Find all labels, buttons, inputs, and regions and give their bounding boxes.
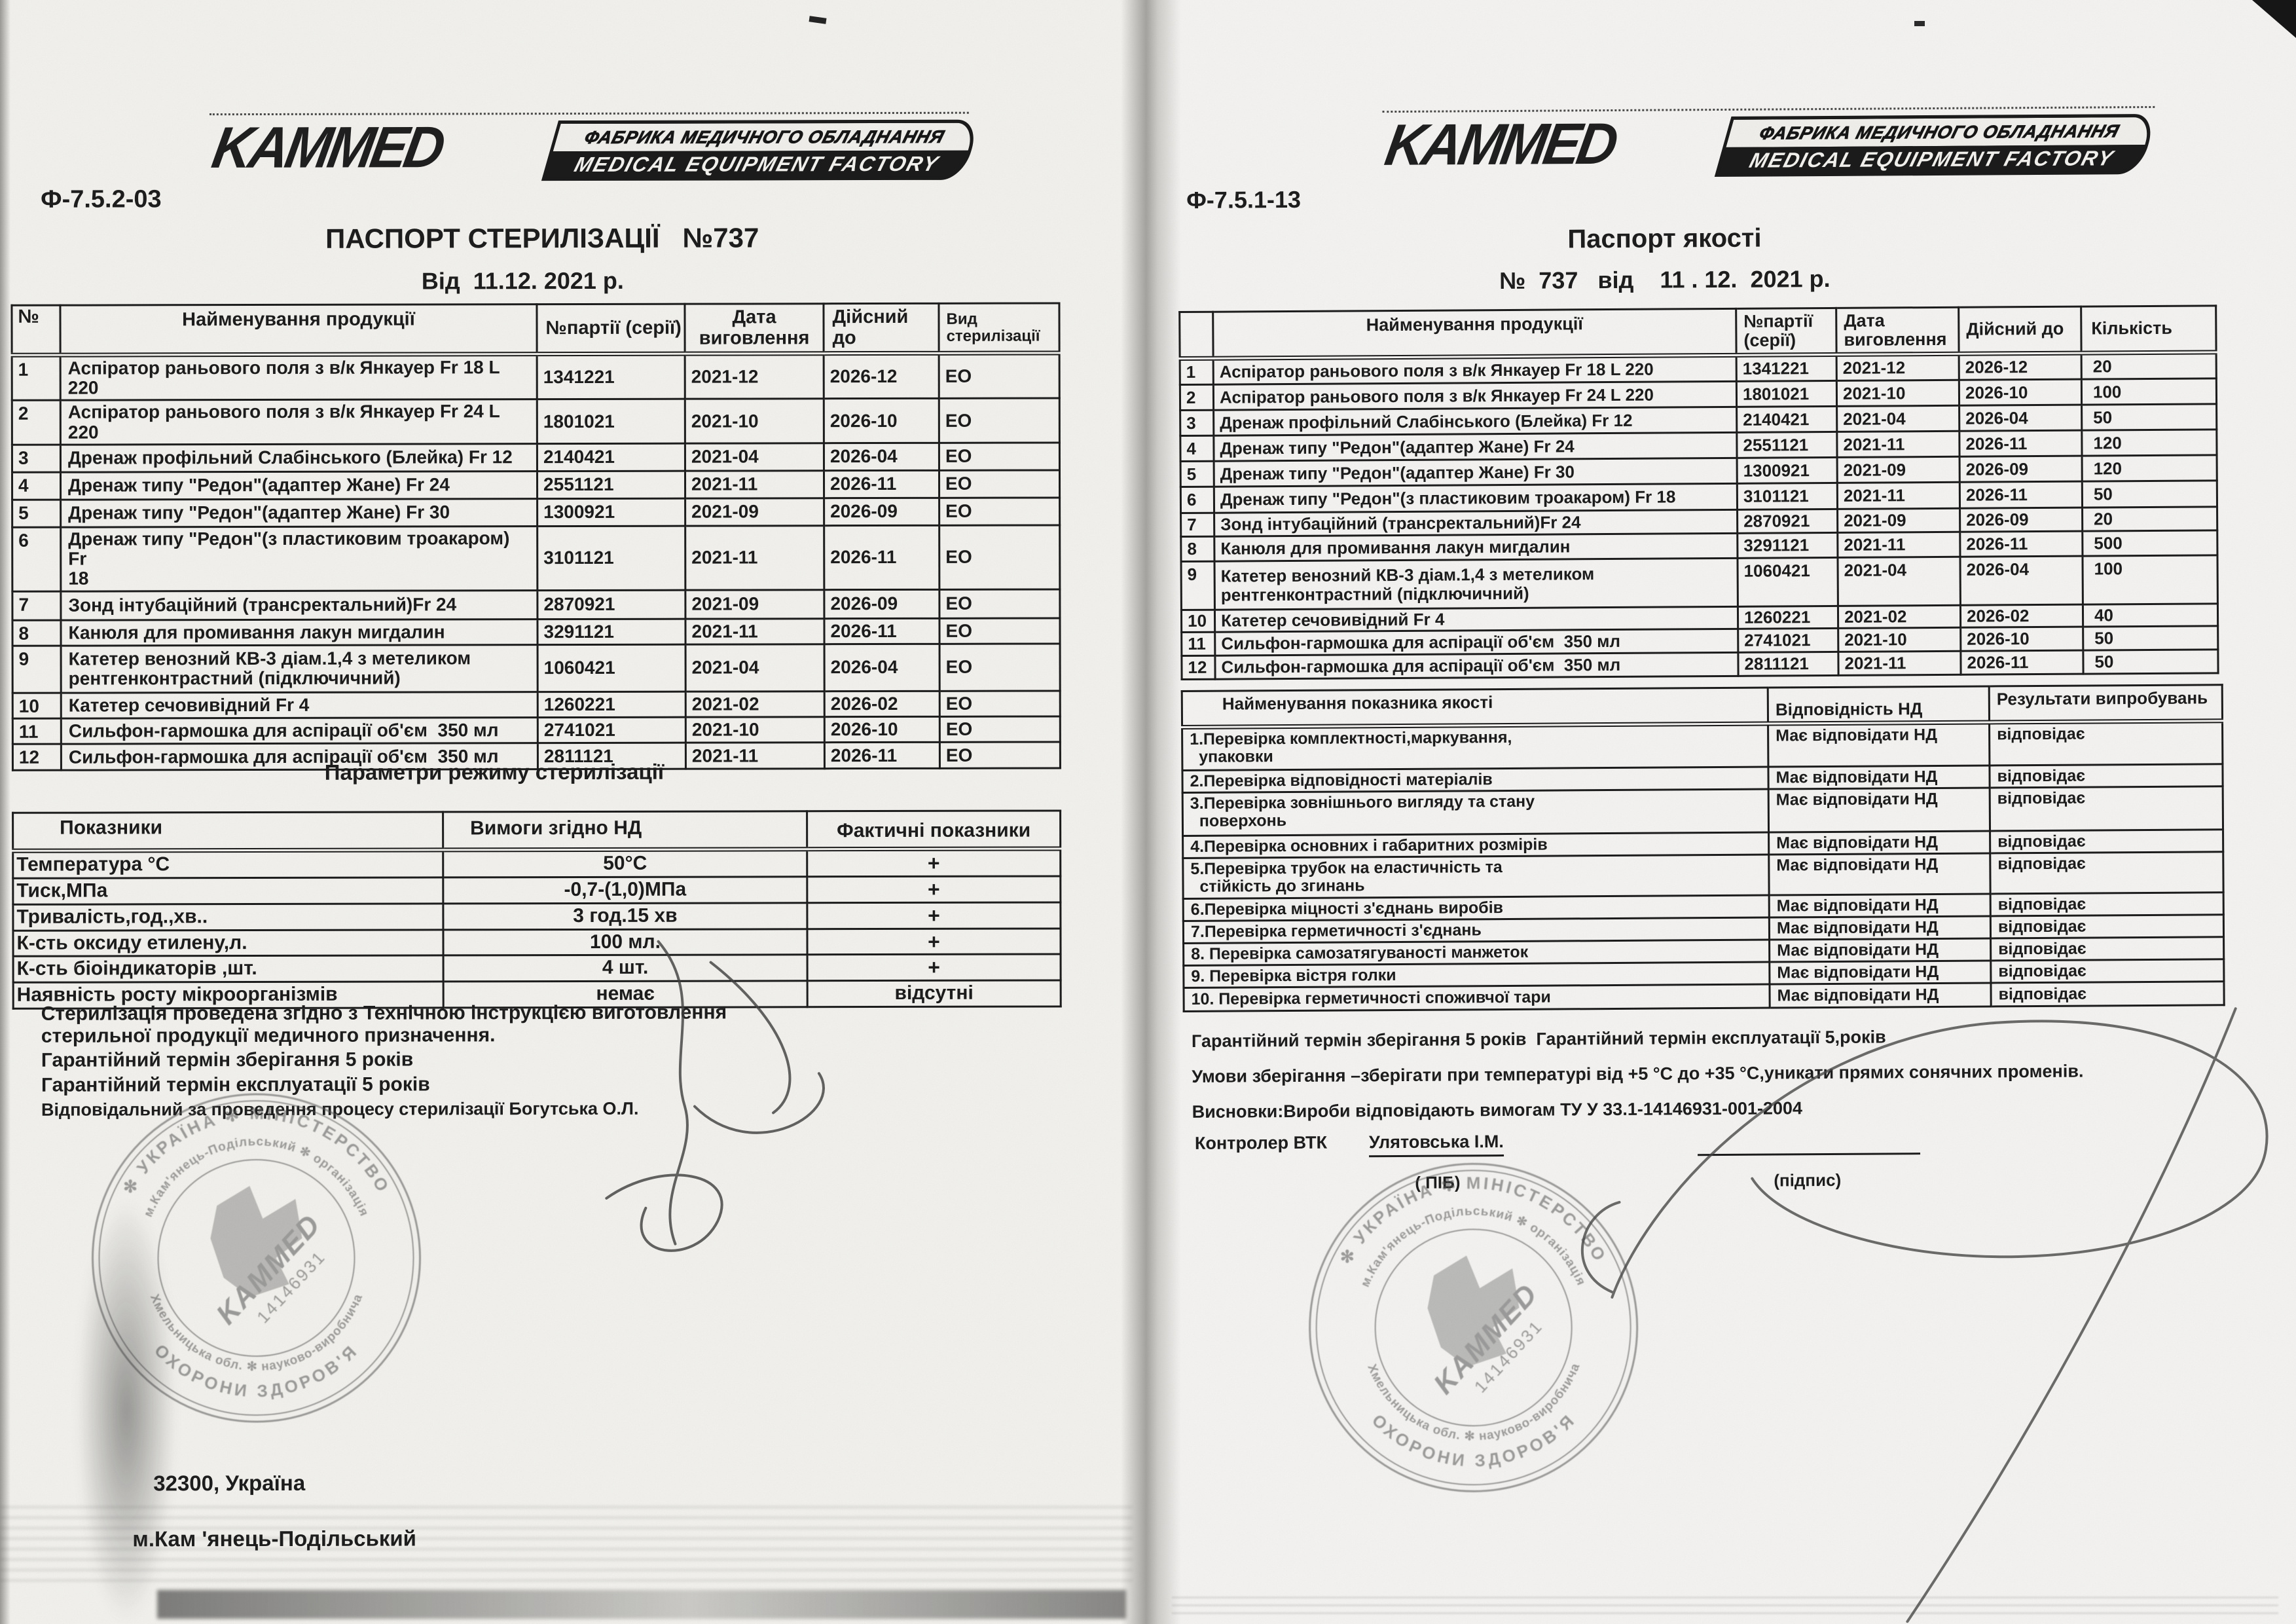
- signature-scribble: [605, 940, 825, 1252]
- page-quality-passport: KAMMED ФАБРИКА МЕДИЧНОГО ОБЛАДНАННЯ MEDI…: [1150, 0, 2296, 1624]
- page-seam-shadow: [1121, 0, 1181, 1624]
- page-sterilization-passport: KAMMED ФАБРИКА МЕДИЧНОГО ОБЛАДНАННЯ MEDI…: [0, 0, 1150, 1624]
- pen-flourish: [1580, 1007, 2269, 1623]
